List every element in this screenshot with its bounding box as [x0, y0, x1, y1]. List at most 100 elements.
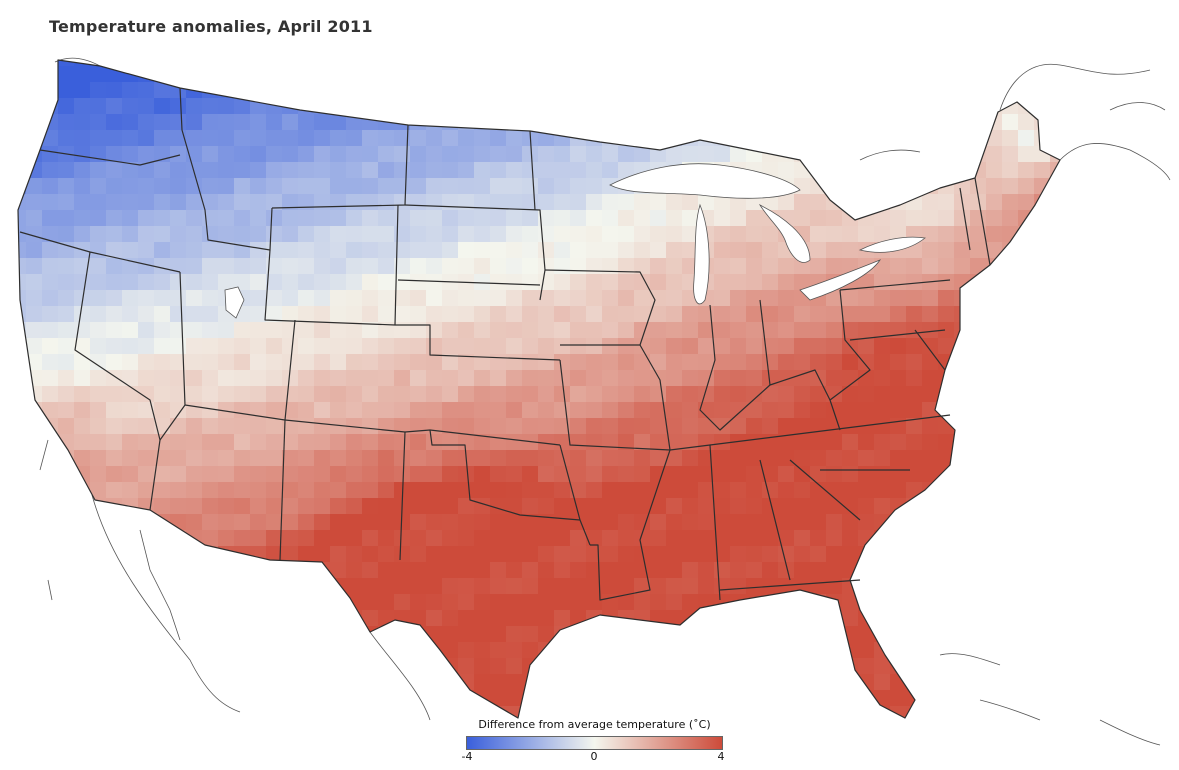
anomaly-cell	[554, 98, 571, 115]
anomaly-cell	[186, 706, 203, 718]
anomaly-cell	[234, 610, 251, 627]
anomaly-cell	[314, 674, 331, 691]
anomaly-cell	[58, 66, 75, 83]
anomaly-cell	[682, 354, 699, 371]
anomaly-cell	[586, 402, 603, 419]
anomaly-cell	[58, 322, 75, 339]
anomaly-cell	[538, 690, 555, 707]
anomaly-cell	[1002, 690, 1019, 707]
anomaly-cell	[426, 290, 443, 307]
anomaly-cell	[858, 194, 875, 211]
anomaly-cell	[122, 354, 139, 371]
anomaly-cell	[154, 434, 171, 451]
anomaly-cell	[266, 402, 283, 419]
anomaly-cell	[1002, 434, 1019, 451]
anomaly-cell	[58, 242, 75, 259]
anomaly-cell	[18, 562, 27, 579]
anomaly-cell	[554, 82, 571, 99]
anomaly-cell	[570, 546, 587, 563]
anomaly-cell	[522, 306, 539, 323]
anomaly-cell	[266, 642, 283, 659]
anomaly-cell	[250, 290, 267, 307]
anomaly-cell	[506, 658, 523, 675]
anomaly-cell	[1002, 402, 1019, 419]
anomaly-cell	[282, 642, 299, 659]
anomaly-cell	[250, 514, 267, 531]
anomaly-cell	[474, 610, 491, 627]
anomaly-cell	[426, 482, 443, 499]
anomaly-cell	[314, 162, 331, 179]
anomaly-cell	[538, 354, 555, 371]
anomaly-cell	[778, 60, 795, 67]
anomaly-cell	[474, 322, 491, 339]
anomaly-cell	[218, 226, 235, 243]
anomaly-cell	[1034, 210, 1051, 227]
anomaly-cell	[586, 546, 603, 563]
anomaly-cell	[970, 722, 987, 739]
anomaly-cell	[570, 450, 587, 467]
anomaly-cell	[794, 690, 811, 707]
anomaly-cell	[682, 690, 699, 707]
anomaly-cell	[1066, 482, 1083, 499]
anomaly-cell	[858, 722, 875, 739]
anomaly-cell	[122, 706, 139, 718]
anomaly-cell	[314, 274, 331, 291]
anomaly-cell	[522, 386, 539, 403]
anomaly-cell	[154, 98, 171, 115]
anomaly-cell	[602, 418, 619, 435]
anomaly-cell	[378, 594, 395, 611]
anomaly-cell	[74, 82, 91, 99]
anomaly-cell	[58, 386, 75, 403]
anomaly-cell	[282, 274, 299, 291]
anomaly-cell	[346, 706, 363, 718]
anomaly-cell	[650, 674, 667, 691]
anomaly-cell	[106, 402, 123, 419]
anomaly-cell	[410, 370, 427, 387]
anomaly-cell	[426, 658, 443, 675]
anomaly-cell	[90, 114, 107, 131]
anomaly-cell	[730, 242, 747, 259]
anomaly-cell	[954, 674, 971, 691]
anomaly-cell	[970, 210, 987, 227]
anomaly-cell	[714, 402, 731, 419]
anomaly-cell	[26, 194, 43, 211]
anomaly-cell	[522, 402, 539, 419]
anomaly-cell	[314, 626, 331, 643]
anomaly-cell	[1050, 386, 1060, 403]
anomaly-cell	[234, 354, 251, 371]
anomaly-cell	[1066, 258, 1083, 275]
anomaly-cell	[938, 722, 955, 739]
anomaly-cell	[618, 146, 635, 163]
anomaly-cell	[314, 114, 331, 131]
anomaly-cell	[554, 386, 571, 403]
anomaly-cell	[1018, 706, 1035, 718]
anomaly-cell	[298, 546, 315, 563]
anomaly-cell	[394, 226, 411, 243]
anomaly-cell	[74, 546, 91, 563]
anomaly-cell	[890, 642, 907, 659]
anomaly-cell	[122, 290, 139, 307]
anomaly-cell	[586, 386, 603, 403]
anomaly-cell	[410, 546, 427, 563]
anomaly-cell	[394, 146, 411, 163]
anomaly-cell	[170, 386, 187, 403]
anomaly-cell	[378, 674, 395, 691]
anomaly-cell	[458, 690, 475, 707]
anomaly-cell	[538, 466, 555, 483]
anomaly-cell	[90, 642, 107, 659]
anomaly-cell	[458, 60, 475, 67]
anomaly-cell	[746, 66, 763, 83]
anomaly-cell	[138, 322, 155, 339]
anomaly-cell	[218, 514, 235, 531]
anomaly-cell	[634, 450, 651, 467]
anomaly-cell	[426, 274, 443, 291]
anomaly-cell	[26, 594, 43, 611]
anomaly-cell	[842, 466, 859, 483]
anomaly-cell	[458, 498, 475, 515]
anomaly-cell	[570, 322, 587, 339]
anomaly-cell	[266, 674, 283, 691]
anomaly-cell	[890, 258, 907, 275]
anomaly-cell	[1018, 722, 1035, 739]
anomaly-cell	[1018, 274, 1035, 291]
anomaly-cell	[26, 578, 43, 595]
